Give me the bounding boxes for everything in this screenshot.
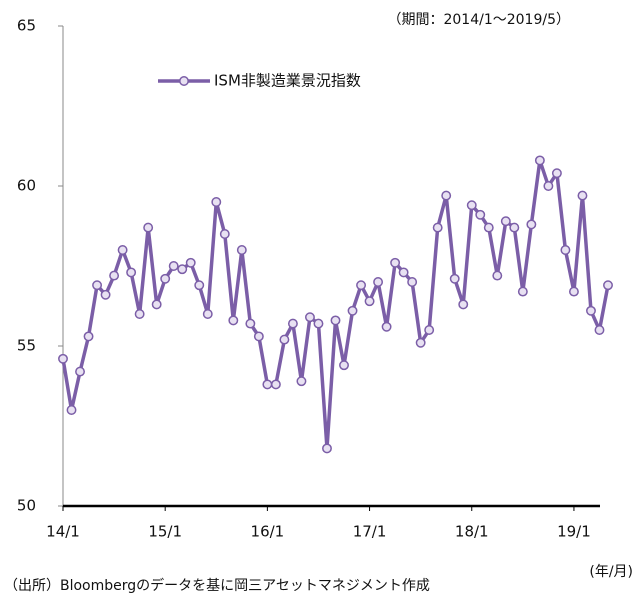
data-point <box>381 321 392 332</box>
data-point <box>117 245 128 255</box>
data-point <box>211 197 222 207</box>
data-point <box>296 376 307 387</box>
data-point <box>202 309 213 319</box>
data-point <box>262 379 273 390</box>
data-point <box>236 245 247 255</box>
data-point <box>228 315 239 326</box>
data-point <box>151 299 162 310</box>
data-point <box>577 190 588 201</box>
data-point <box>279 334 290 345</box>
x-tick-label: 15/1 <box>148 523 182 541</box>
data-point <box>58 353 68 364</box>
data-point <box>100 289 111 300</box>
data-point <box>168 261 179 271</box>
data-point <box>586 305 596 316</box>
x-tick-label: 14/1 <box>46 523 80 541</box>
data-point <box>398 267 409 278</box>
data-point <box>253 331 264 342</box>
chart-subtitle: （期間：2014/1～2019/5） <box>387 12 570 28</box>
x-tick-label: 16/1 <box>251 523 285 541</box>
data-point <box>330 315 341 326</box>
data-point <box>424 325 435 335</box>
data-point <box>441 190 452 201</box>
data-point <box>194 280 205 291</box>
data-point <box>509 222 520 233</box>
data-point <box>92 280 103 291</box>
data-point <box>109 270 120 281</box>
data-point <box>185 257 196 268</box>
data-point <box>415 337 426 348</box>
data-point <box>364 296 375 307</box>
x-tick-label: 17/1 <box>353 523 387 541</box>
x-unit: (年/月) <box>589 564 633 580</box>
data-point <box>270 379 281 390</box>
data-point <box>475 209 486 220</box>
data-point <box>287 318 298 329</box>
series-line <box>61 158 610 451</box>
source-note: （出所）Bloombergのデータを基に岡三アセットマネジメント作成 <box>4 577 430 594</box>
data-point <box>568 286 579 297</box>
data-point <box>483 222 494 233</box>
data-point <box>407 277 418 287</box>
data-point <box>177 264 188 275</box>
data-point <box>560 245 571 255</box>
data-point <box>66 405 77 415</box>
data-point <box>526 219 537 230</box>
x-tick-label: 18/1 <box>455 523 489 541</box>
x-tick-label: 19/1 <box>557 523 591 541</box>
data-point <box>551 168 562 179</box>
y-tick-label: 60 <box>17 177 36 195</box>
data-point <box>126 267 137 278</box>
data-point <box>492 270 503 281</box>
data-point <box>347 305 358 316</box>
y-tick-label: 55 <box>17 337 36 355</box>
data-point <box>594 325 605 335</box>
data-point <box>245 318 256 329</box>
y-tick-label: 50 <box>17 497 36 515</box>
data-point <box>534 155 545 166</box>
data-point <box>390 257 401 268</box>
legend-marker <box>179 76 189 86</box>
data-point <box>160 273 171 284</box>
data-point <box>458 299 469 310</box>
data-point <box>517 286 528 297</box>
data-point <box>305 312 315 323</box>
data-point <box>339 360 349 371</box>
data-point <box>449 273 460 284</box>
data-point <box>143 222 154 233</box>
data-point <box>75 366 85 377</box>
data-point <box>500 216 511 227</box>
data-point <box>432 222 443 233</box>
data-point <box>219 229 230 239</box>
data-point <box>83 331 94 342</box>
data-point <box>322 443 332 454</box>
data-point <box>134 309 145 319</box>
data-point <box>356 280 366 291</box>
data-point <box>603 280 613 291</box>
data-point <box>373 277 384 287</box>
data-point <box>466 200 477 211</box>
data-point <box>313 318 324 329</box>
data-point <box>543 181 554 191</box>
y-tick-label: 65 <box>17 17 36 35</box>
legend-label: ISM非製造業景況指数 <box>214 72 361 90</box>
